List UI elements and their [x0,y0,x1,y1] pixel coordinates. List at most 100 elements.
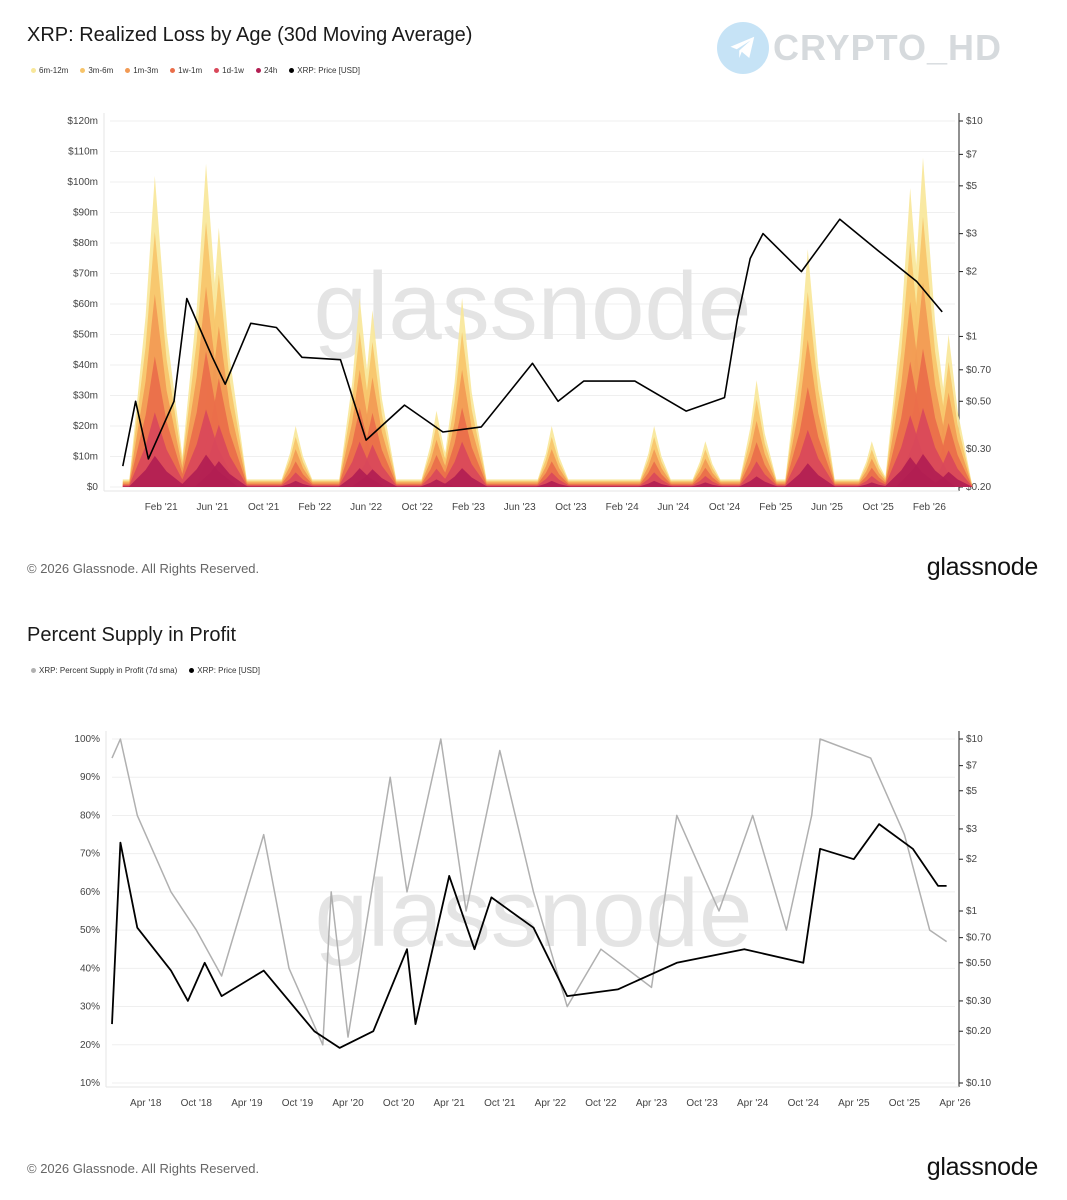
y-left-tick-label: $40m [73,360,98,371]
x-tick-label: Apr '19 [231,1098,263,1109]
y-left-tick-label: 80% [80,810,100,821]
x-tick-label: Feb '24 [606,502,639,513]
loss-area-mark [637,472,674,487]
y-left-tick-label: 20% [80,1040,100,1051]
y-left-tick-label: 10% [80,1078,100,1089]
y-left-tick-label: 70% [80,849,100,860]
loss-area-mark [351,469,398,487]
y-left-tick-label: 30% [80,1002,100,1013]
y-right-tick-label: $0.30 [966,444,991,455]
y-left-tick-label: $70m [73,269,98,280]
legend-label: XRP: Price [USD] [197,666,260,675]
y-right-tick-label: $0.70 [966,365,991,376]
x-tick-label: Apr '26 [939,1098,971,1109]
x-tick-label: Feb '22 [298,502,331,513]
x-tick-label: Oct '23 [686,1098,718,1109]
legend-swatch [214,68,220,73]
loss-area-mark [896,454,956,487]
price-line [111,823,947,1049]
glassnode-watermark: glassnode [315,860,753,967]
x-tick-label: Feb '23 [452,502,485,513]
x-tick-label: Oct '25 [889,1098,921,1109]
y-left-tick-label: $10m [73,452,98,463]
x-tick-label: Jun '25 [811,502,843,513]
x-tick-label: Feb '26 [913,502,946,513]
loss-area-mark [440,441,488,487]
glassnode-watermark: glassnode [314,253,752,360]
x-tick-label: Jun '23 [504,502,536,513]
legend-label: 24h [263,66,278,75]
x-tick-label: Apr '24 [737,1098,769,1109]
y-left-tick-label: $50m [73,330,98,341]
x-tick-label: Jun '24 [657,502,689,513]
legend-label: 1w-1m [178,66,203,75]
legend-label: XRP: Percent Supply in Profit (7d sma) [39,666,178,675]
legend-swatch [170,68,176,73]
chart-legend: XRP: Percent Supply in Profit (7d sma) XR… [31,666,260,675]
y-right-tick-label: $5 [966,181,978,192]
y-right-tick-label: $10 [966,116,983,127]
y-right-tick-label: $2 [966,267,978,278]
y-right-tick-label: $0.30 [966,996,991,1007]
y-left-tick-label: $0 [87,482,99,493]
supply-profit-chart: 10% 20% 30% 40% 50% 60% 70% 80% 90% 100% glassnode… [74,731,991,1109]
loss-area-mark [279,472,316,487]
y-right-tick-label: $0.70 [966,933,991,944]
loss-area-mark [440,468,488,487]
chart-legend: 6m-12m 3m-6m 1m-3m 1w-1m 1d-1w 24h XRP: Price … [31,66,360,75]
legend-swatch [31,668,36,673]
y-right-tick-label: $2 [966,854,978,865]
legend-item: 1m-3m [125,66,158,75]
loss-area-mark [784,429,836,487]
x-tick-label: Oct '21 [484,1098,516,1109]
y-left-tick-label: $120m [67,116,98,127]
loss-area-mark [689,482,725,487]
realized-loss-chart: $0 $10m $20m $30m $40m $50m $60m $70m $80m $90m $1… [67,113,991,513]
legend-item: XRP: Price [USD] [189,666,260,675]
x-tick-label: Oct '22 [402,502,434,513]
x-tick-label: Oct '23 [555,502,587,513]
y-right-tick-label: $7 [966,149,978,160]
legend-swatch [255,68,261,73]
y-left-tick-label: 50% [80,925,100,936]
y-right-tick-label: $5 [966,786,978,797]
x-tick-label: Oct '25 [862,502,894,513]
legend-swatch [80,68,86,73]
chart-title: XRP: Realized Loss by Age (30d Moving Av… [27,24,473,46]
loss-area-mark [855,482,891,487]
y-right-tick-label: $7 [966,761,978,772]
x-tick-label: Oct '22 [585,1098,617,1109]
legend-swatch [31,68,36,73]
y-left-tick-label: 40% [80,963,100,974]
loss-area-mark [738,476,779,487]
x-tick-label: Feb '21 [145,502,178,513]
x-tick-label: Oct '24 [788,1098,820,1109]
y-left-tick-label: $60m [73,299,98,310]
legend-label: 1d-1w [222,66,244,75]
loss-baseline-mark [122,485,943,487]
x-tick-label: Jun '22 [350,502,382,513]
loss-area-mark [128,412,187,487]
y-left-tick-label: $110m [68,147,98,158]
telegram-icon [717,22,769,74]
legend-label: 3m-6m [88,66,114,75]
loss-area-mark [535,480,572,487]
y-right-tick-label: $3 [966,229,978,240]
glassnode-logo: glassnode [926,553,1039,581]
x-tick-label: Oct '21 [248,502,280,513]
x-tick-label: Oct '24 [709,502,741,513]
legend-item: XRP: Price [USD] [289,66,360,75]
loss-area-mark [128,455,187,487]
x-tick-label: Feb '25 [759,502,792,513]
telegram-watermark: CRYPTO_HD [717,22,1002,74]
y-left-tick-label: 90% [80,772,100,783]
copyright-text: © 2026 Glassnode. All Rights Reserved. [27,1161,260,1176]
legend-item: XRP: Percent Supply in Profit (7d sma) [31,666,177,675]
loss-area-mark [855,476,891,487]
channel-watermark-text: CRYPTO_HD [773,27,1003,68]
y-right-tick-label: $10 [966,734,983,745]
x-tick-label: Apr '23 [636,1098,668,1109]
y-right-tick-label: $0.20 [966,482,991,493]
legend-label: XRP: Price [USD] [297,66,360,75]
y-right-tick-label: $3 [966,824,978,835]
